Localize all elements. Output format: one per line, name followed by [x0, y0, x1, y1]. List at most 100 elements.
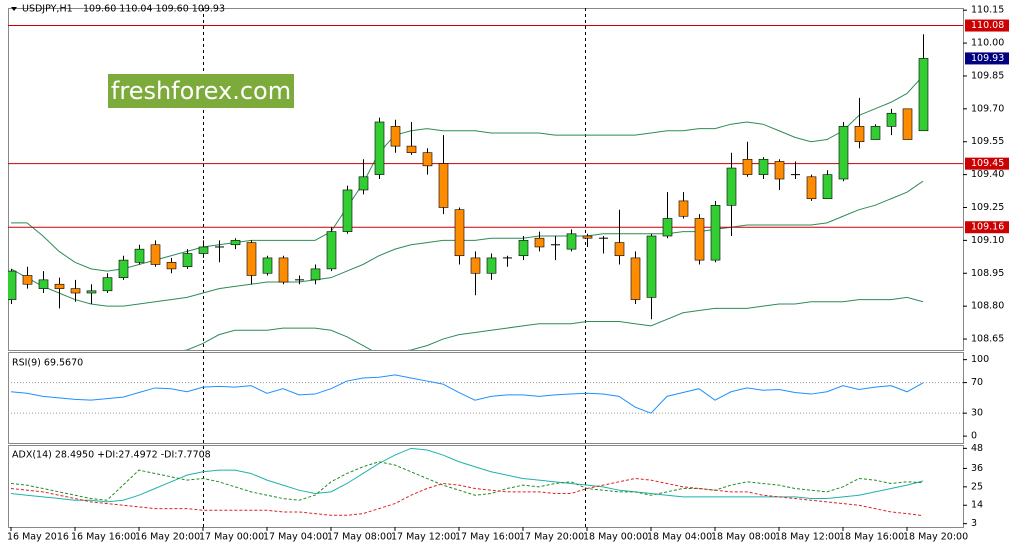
y-tick-label: 108.65 [971, 334, 1004, 345]
candle-body [710, 205, 721, 261]
candle-body [486, 257, 497, 274]
candle-body [326, 231, 337, 270]
candle-body [182, 253, 193, 267]
candle-body [838, 126, 849, 180]
level-label: 109.45 [971, 158, 1004, 169]
candle-body [902, 108, 913, 140]
y-tick-label: 30 [971, 408, 983, 419]
candle-body [86, 290, 97, 294]
bollinger-upper [11, 75, 924, 272]
candle-body [8, 270, 17, 300]
candle-body [630, 257, 641, 300]
x-tick-label: 17 May 00:00 [199, 532, 264, 543]
candle-body [694, 218, 705, 261]
adx-label: ADX(14) 28.4950 +DI:27.4972 -DI:7.7708 [12, 450, 211, 461]
symbol: USDJPY,H1 [22, 4, 73, 15]
plot-area [8, 25, 963, 350]
price-label-box [965, 52, 1009, 65]
indicator-line [10, 374, 924, 414]
y-tick-label: 110.15 [971, 5, 1004, 16]
level-label: 110.08 [971, 20, 1004, 31]
y-tick-label: 36 [971, 463, 983, 474]
candle-body [438, 163, 449, 208]
candle-body [342, 189, 353, 232]
candle-body [870, 126, 881, 140]
candle-body [262, 257, 273, 274]
level-label-box [965, 19, 1009, 32]
candle-body [614, 242, 625, 257]
candle-body [582, 235, 593, 239]
candle-body [374, 121, 385, 175]
candle-body [454, 209, 465, 257]
watermark: freshforex.com [111, 77, 291, 105]
candle-body [118, 259, 129, 278]
candle-body [534, 237, 545, 248]
candle-body [70, 288, 81, 294]
y-tick-label: 14 [971, 500, 983, 511]
y-tick-label: 109.85 [971, 70, 1004, 81]
candle-body [230, 240, 241, 246]
candle-body [102, 277, 113, 292]
x-tick-label: 18 May 00:00 [583, 532, 648, 543]
y-tick-label: 70 [971, 377, 983, 388]
x-tick-label: 18 May 08:00 [711, 532, 776, 543]
candle-body [150, 244, 161, 265]
y-tick-label: 110.00 [971, 38, 1004, 49]
menu-arrow [11, 7, 17, 11]
candle-body [806, 176, 817, 200]
watermark-box [108, 74, 294, 108]
x-tick-label: 18 May 12:00 [775, 532, 840, 543]
candle-body [166, 262, 177, 270]
y-tick-label: 109.25 [971, 202, 1004, 213]
y-tick-label: 108.95 [971, 268, 1004, 279]
candle-body [198, 246, 209, 254]
level-label: 109.16 [971, 222, 1004, 233]
candle-body [886, 112, 897, 127]
y-tick-label: 48 [971, 443, 983, 454]
candle-body [134, 248, 145, 263]
y-tick-label: 109.10 [971, 235, 1004, 246]
candle-body [310, 268, 321, 281]
candle-body [518, 240, 529, 257]
main-panel-frame [8, 8, 964, 351]
x-tick-label: 18 May 16:00 [839, 532, 904, 543]
candle-body [38, 279, 49, 289]
candle-body [358, 176, 369, 191]
plot-area [8, 374, 963, 414]
x-tick-label: 16 May 2016 [7, 532, 69, 543]
candle-body [566, 233, 577, 250]
candle-body [854, 126, 865, 143]
candle-body [278, 257, 289, 283]
bollinger-middle [10, 180, 924, 307]
indicator-line [10, 461, 924, 501]
candle-body [422, 152, 433, 167]
x-tick-label: 17 May 08:00 [327, 532, 392, 543]
x-tick-label: 18 May 20:00 [903, 532, 968, 543]
plot-area [10, 447, 924, 517]
candle-body [54, 283, 65, 289]
candle-body [470, 257, 481, 274]
level-label-box [965, 221, 1009, 234]
x-tick-label: 17 May 16:00 [455, 532, 520, 543]
y-tick-label: 109.55 [971, 136, 1004, 147]
candle-body [22, 275, 33, 285]
candle-body [774, 161, 785, 180]
candle-body [726, 167, 737, 206]
y-tick-label: 108.80 [971, 301, 1004, 312]
candle-body [662, 218, 673, 237]
price-label: 109.93 [971, 53, 1004, 64]
x-tick-label: 16 May 16:00 [71, 532, 136, 543]
x-tick-label: 17 May 04:00 [263, 532, 328, 543]
y-tick-label: 25 [971, 481, 983, 492]
ohlc: 109.60 110.04 109.60 109.93 [83, 4, 225, 15]
candle-body [742, 158, 753, 175]
rsi-label: RSI(9) 69.5670 [12, 358, 83, 369]
x-tick-label: 17 May 12:00 [391, 532, 456, 543]
y-tick-label: 109.70 [971, 103, 1004, 114]
candle-body [918, 58, 929, 132]
y-tick-label: 100 [971, 354, 989, 365]
x-tick-label: 16 May 20:00 [135, 532, 200, 543]
rsi-panel-frame [8, 352, 964, 444]
candle-body [406, 145, 417, 153]
y-tick-label: 3 [971, 518, 977, 529]
